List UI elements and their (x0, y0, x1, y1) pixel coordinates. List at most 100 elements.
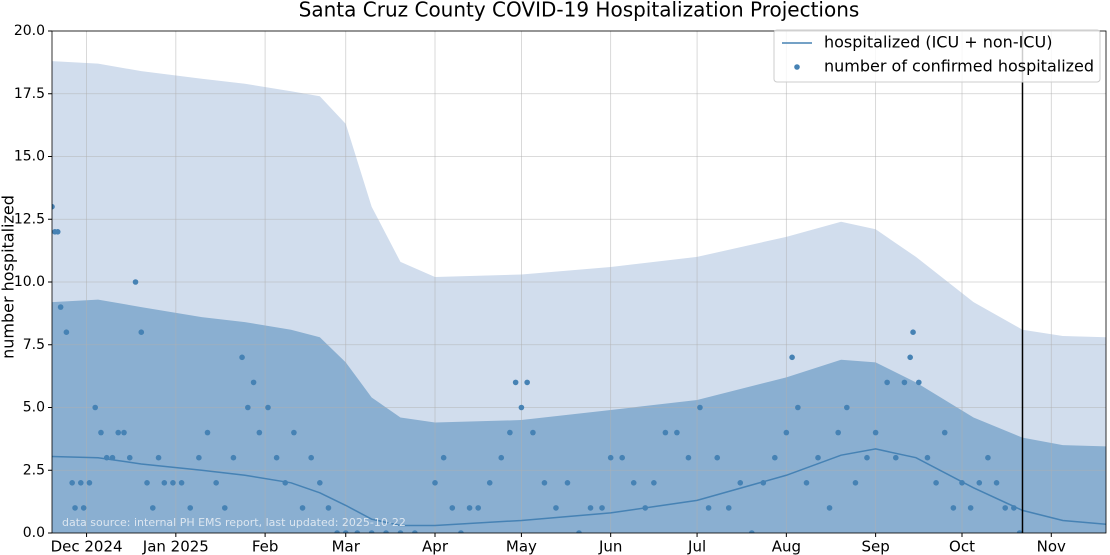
data-point (204, 429, 211, 436)
annotation: data source: internal PH EMS report, las… (62, 516, 406, 529)
data-point (440, 454, 447, 461)
data-point (77, 480, 84, 486)
y-tick-label: 7.5 (23, 337, 45, 353)
data-point (412, 530, 418, 533)
data-point (852, 480, 859, 486)
data-point (530, 429, 536, 436)
data-point (466, 505, 473, 511)
data-point (518, 404, 525, 411)
y-tick-label: 10.0 (14, 274, 45, 290)
data-point (783, 429, 790, 436)
y-tick-label: 20.0 (14, 23, 45, 39)
data-point (80, 505, 87, 511)
data-point (901, 379, 908, 386)
data-point (273, 454, 280, 461)
x-tick-label: Aug (772, 538, 801, 555)
data-point (121, 429, 127, 436)
chart-title: Santa Cruz County COVID-19 Hospitalizati… (299, 0, 860, 22)
legend-box (773, 29, 1101, 83)
y-tick-label: 0.0 (23, 525, 45, 541)
data-point (250, 379, 257, 386)
data-point (993, 480, 1000, 486)
data-point (109, 454, 116, 461)
data-point (985, 454, 991, 461)
data-point (1002, 505, 1009, 511)
data-point (342, 530, 349, 533)
data-point (383, 530, 389, 533)
data-point (486, 480, 493, 486)
x-tick-label: Jun (598, 538, 622, 555)
x-tick-label: Oct (949, 538, 975, 555)
data-point (564, 480, 571, 486)
legend-marker (794, 64, 800, 70)
x-tick-label: Nov (1037, 538, 1066, 555)
legend: hospitalized (ICU + non-ICU) number of co… (773, 29, 1101, 83)
band (52, 299, 1106, 533)
data-point (86, 480, 93, 486)
data-point (941, 429, 948, 436)
data-point (52, 203, 55, 210)
data-point (892, 454, 899, 461)
data-point (651, 480, 657, 486)
data-point (697, 404, 703, 411)
data-point (630, 480, 637, 486)
data-point (245, 404, 251, 411)
data-point (213, 480, 219, 486)
data-point (907, 354, 913, 361)
data-point (642, 505, 649, 511)
data-point (138, 329, 145, 336)
data-point (115, 429, 122, 436)
data-point (950, 505, 957, 511)
data-point (662, 429, 669, 436)
data-point (178, 480, 185, 486)
data-point (308, 454, 314, 461)
data-point (524, 379, 530, 386)
data-point (553, 505, 559, 511)
x-tick-label: Sep (861, 538, 889, 555)
data-marks (52, 31, 1106, 533)
data-point (187, 505, 194, 511)
legend-label: number of confirmed hospitalized (824, 57, 1094, 76)
data-point (498, 454, 505, 461)
data-point (1011, 505, 1017, 511)
data-point (170, 480, 176, 486)
data-point (872, 429, 879, 436)
data-point (161, 480, 168, 486)
data-point (705, 505, 712, 511)
data-point (737, 480, 744, 486)
data-point (674, 429, 680, 436)
data-point (760, 480, 767, 486)
data-point (924, 454, 931, 461)
data-point (826, 505, 833, 511)
data-point (967, 505, 974, 511)
y-tick-label: 5.0 (23, 400, 45, 416)
x-tick-label: Apr (422, 538, 449, 555)
data-point (325, 505, 332, 511)
data-point (976, 480, 983, 486)
data-point (916, 379, 922, 386)
data-point (864, 454, 870, 461)
data-point (155, 454, 162, 461)
data-point (291, 429, 297, 436)
y-axis-label: number hospitalized (0, 195, 18, 359)
data-point (1016, 530, 1023, 533)
data-point (910, 329, 916, 336)
data-point (619, 454, 625, 461)
data-point (98, 429, 104, 436)
data-point (282, 480, 289, 486)
y-tick-label: 17.5 (14, 86, 45, 102)
data-point (599, 505, 605, 511)
data-point (449, 505, 456, 511)
data-point (541, 480, 548, 486)
grid: 0.0 2.5 5.0 7.5 10.0 12.5 15.0 17.5 20.0 Dec 2024… (14, 23, 1106, 555)
y-tick-label: 12.5 (14, 211, 45, 227)
data-point (884, 379, 890, 386)
x-tick-label: Dec 2024 (51, 538, 123, 555)
data-point (265, 404, 271, 411)
data-point (835, 429, 841, 436)
data-point (789, 354, 795, 361)
data-point (354, 530, 361, 533)
data-point (317, 480, 323, 486)
data-point (368, 530, 375, 533)
data-point (196, 454, 202, 461)
